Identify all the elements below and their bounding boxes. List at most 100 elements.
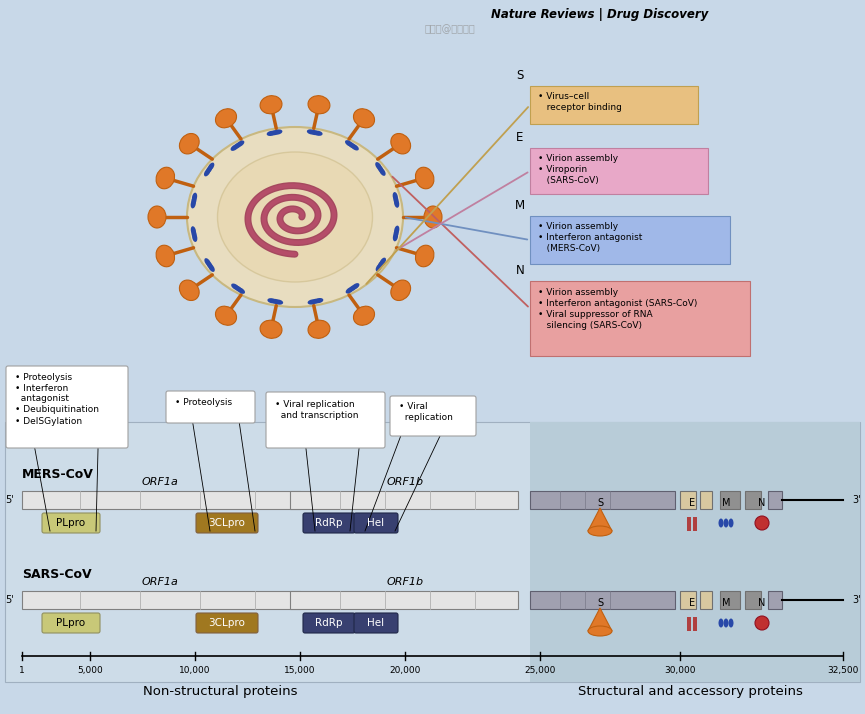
Bar xyxy=(530,591,675,609)
Text: • Virion assembly: • Virion assembly xyxy=(538,222,618,231)
Bar xyxy=(720,591,740,609)
Ellipse shape xyxy=(315,298,324,303)
Ellipse shape xyxy=(204,258,211,266)
Ellipse shape xyxy=(394,226,400,234)
Ellipse shape xyxy=(274,299,283,305)
Ellipse shape xyxy=(260,96,282,114)
Text: RdRp: RdRp xyxy=(315,518,343,528)
Text: • Proteolysis: • Proteolysis xyxy=(15,373,72,382)
Ellipse shape xyxy=(156,167,175,188)
Text: • Viral: • Viral xyxy=(399,402,427,411)
Ellipse shape xyxy=(377,165,384,173)
Bar xyxy=(530,422,860,682)
Text: 5': 5' xyxy=(5,495,14,505)
FancyBboxPatch shape xyxy=(354,613,398,633)
Text: antagonist: antagonist xyxy=(15,394,69,403)
Text: M: M xyxy=(721,598,730,608)
Ellipse shape xyxy=(217,152,373,282)
Ellipse shape xyxy=(307,129,316,134)
FancyBboxPatch shape xyxy=(166,391,255,423)
FancyBboxPatch shape xyxy=(42,613,100,633)
Bar xyxy=(768,491,782,509)
Text: ORF1b: ORF1b xyxy=(387,577,424,587)
Text: Hel: Hel xyxy=(368,518,385,528)
Ellipse shape xyxy=(234,286,242,292)
Text: PLpro: PLpro xyxy=(56,518,86,528)
Text: • Deubiquitination: • Deubiquitination xyxy=(15,405,99,414)
Ellipse shape xyxy=(215,306,236,326)
Text: 1: 1 xyxy=(19,666,25,675)
Text: • Proteolysis: • Proteolysis xyxy=(175,398,232,407)
Text: 5,000: 5,000 xyxy=(77,666,103,675)
Text: 3': 3' xyxy=(852,495,861,505)
Text: 5': 5' xyxy=(5,595,14,605)
Ellipse shape xyxy=(207,261,213,269)
Circle shape xyxy=(755,616,769,630)
Bar xyxy=(687,517,691,531)
Text: N: N xyxy=(516,264,524,277)
Text: replication: replication xyxy=(399,413,453,422)
Ellipse shape xyxy=(231,283,239,290)
FancyBboxPatch shape xyxy=(196,613,258,633)
Text: Non-structural proteins: Non-structural proteins xyxy=(143,685,298,698)
Ellipse shape xyxy=(719,518,723,528)
Bar xyxy=(22,491,300,509)
Ellipse shape xyxy=(375,162,381,170)
Text: M: M xyxy=(515,199,525,212)
Ellipse shape xyxy=(375,263,382,271)
Ellipse shape xyxy=(191,196,196,205)
Ellipse shape xyxy=(270,130,279,136)
Bar xyxy=(530,148,708,194)
Text: Nature Reviews | Drug Discovery: Nature Reviews | Drug Discovery xyxy=(491,8,708,21)
Ellipse shape xyxy=(311,298,320,304)
Text: ORF1b: ORF1b xyxy=(387,477,424,487)
Bar xyxy=(530,86,698,124)
Bar xyxy=(680,491,696,509)
Text: ORF1a: ORF1a xyxy=(142,577,178,587)
Ellipse shape xyxy=(273,129,282,135)
Ellipse shape xyxy=(267,298,276,303)
Text: Structural and accessory proteins: Structural and accessory proteins xyxy=(578,685,803,698)
Polygon shape xyxy=(588,608,612,631)
Text: • Interferon antagonist: • Interferon antagonist xyxy=(538,233,643,242)
Text: M: M xyxy=(721,498,730,508)
FancyBboxPatch shape xyxy=(196,513,258,533)
Text: S: S xyxy=(597,598,603,608)
Ellipse shape xyxy=(351,283,360,290)
FancyBboxPatch shape xyxy=(6,366,128,448)
Bar xyxy=(290,491,518,509)
Text: MERS-CoV: MERS-CoV xyxy=(22,468,94,481)
Ellipse shape xyxy=(424,206,442,228)
Ellipse shape xyxy=(393,192,398,201)
Text: 30,000: 30,000 xyxy=(664,666,695,675)
Text: • DeISGylation: • DeISGylation xyxy=(15,417,82,426)
Ellipse shape xyxy=(723,618,728,628)
Ellipse shape xyxy=(588,626,612,636)
FancyBboxPatch shape xyxy=(303,513,355,533)
Ellipse shape xyxy=(191,230,196,238)
Text: 20,000: 20,000 xyxy=(389,666,420,675)
Ellipse shape xyxy=(415,167,434,188)
Bar xyxy=(680,591,696,609)
Ellipse shape xyxy=(237,287,245,294)
Ellipse shape xyxy=(351,144,359,151)
FancyBboxPatch shape xyxy=(354,513,398,533)
Ellipse shape xyxy=(394,199,400,208)
Bar xyxy=(22,591,300,609)
Bar xyxy=(530,491,675,509)
Text: S: S xyxy=(516,69,523,82)
Text: 3': 3' xyxy=(852,595,861,605)
Ellipse shape xyxy=(208,264,215,272)
Text: (SARS-CoV): (SARS-CoV) xyxy=(538,176,599,185)
Ellipse shape xyxy=(354,109,375,128)
Text: • Virion assembly: • Virion assembly xyxy=(538,288,618,297)
Text: • Viral replication: • Viral replication xyxy=(275,400,355,409)
Ellipse shape xyxy=(391,134,411,154)
Ellipse shape xyxy=(179,280,199,301)
Ellipse shape xyxy=(393,233,398,241)
Text: N: N xyxy=(759,498,766,508)
Ellipse shape xyxy=(314,131,323,136)
Ellipse shape xyxy=(191,226,196,235)
Text: 25,000: 25,000 xyxy=(524,666,555,675)
Ellipse shape xyxy=(394,196,399,204)
